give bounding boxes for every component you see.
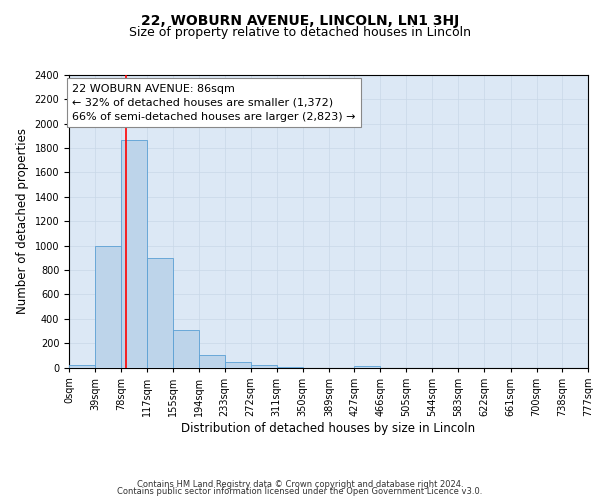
Text: Size of property relative to detached houses in Lincoln: Size of property relative to detached ho… [129, 26, 471, 39]
Bar [277, 367, 303, 368]
Bar [354, 366, 380, 368]
Bar [199, 354, 224, 368]
Bar [173, 330, 199, 368]
Bar [121, 140, 147, 368]
Text: Contains HM Land Registry data © Crown copyright and database right 2024.: Contains HM Land Registry data © Crown c… [137, 480, 463, 489]
Y-axis label: Number of detached properties: Number of detached properties [16, 128, 29, 314]
Bar [95, 246, 121, 368]
Bar [251, 365, 277, 368]
Bar [69, 365, 95, 368]
Bar [224, 362, 251, 368]
Bar [147, 258, 173, 368]
Text: 22, WOBURN AVENUE, LINCOLN, LN1 3HJ: 22, WOBURN AVENUE, LINCOLN, LN1 3HJ [141, 14, 459, 28]
X-axis label: Distribution of detached houses by size in Lincoln: Distribution of detached houses by size … [181, 422, 476, 434]
Text: Contains public sector information licensed under the Open Government Licence v3: Contains public sector information licen… [118, 487, 482, 496]
Text: 22 WOBURN AVENUE: 86sqm
← 32% of detached houses are smaller (1,372)
66% of semi: 22 WOBURN AVENUE: 86sqm ← 32% of detache… [73, 84, 356, 122]
